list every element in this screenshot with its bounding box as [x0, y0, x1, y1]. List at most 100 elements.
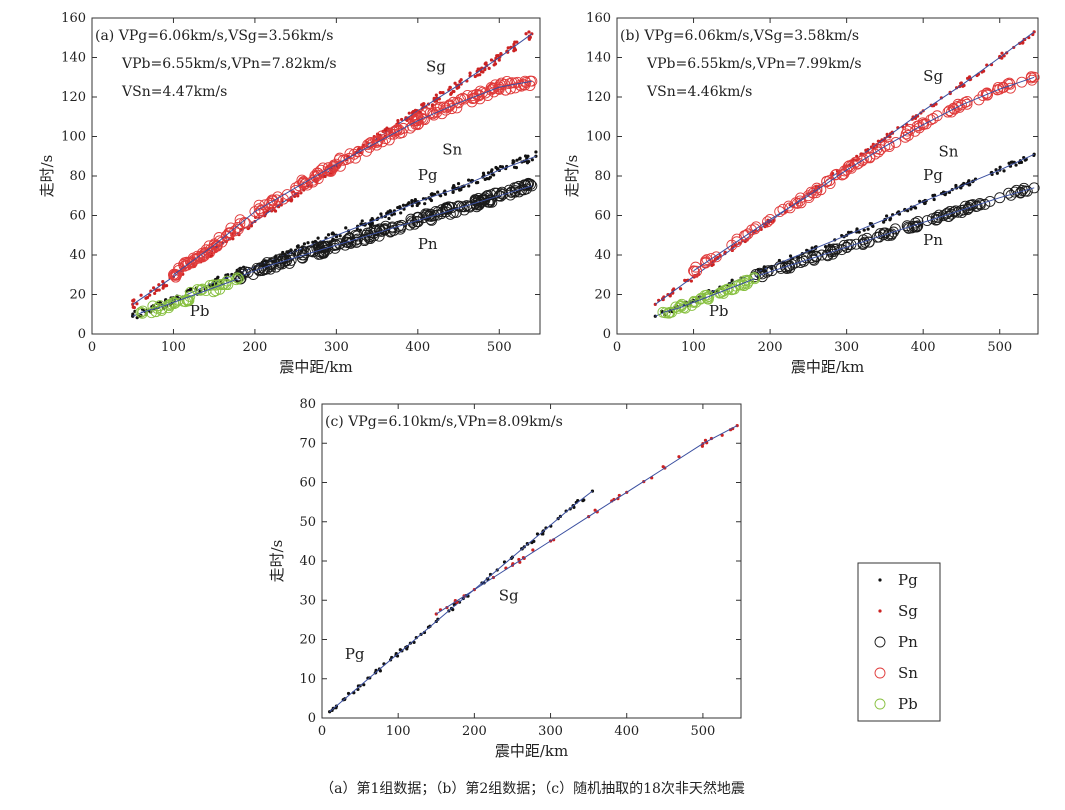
y-tick-label: 40 [299, 554, 316, 569]
scatter-point [411, 109, 416, 114]
scatter-point [700, 256, 712, 268]
scatter-point [690, 261, 702, 273]
scatter-point [196, 247, 208, 259]
scatter-point [448, 85, 452, 90]
point-pn [994, 192, 1006, 204]
scatter-point [295, 244, 300, 249]
scatter-point [379, 212, 383, 216]
scatter-point [334, 160, 346, 172]
scatter-point [866, 227, 870, 231]
scatter-point [328, 240, 340, 251]
series-pb [135, 272, 245, 319]
scatter-point [968, 183, 972, 187]
scatter-point [476, 67, 480, 71]
scatter-point [829, 169, 841, 181]
scatter-point [995, 171, 999, 175]
x-tick-label: 500 [487, 340, 512, 355]
scatter-point [189, 287, 193, 291]
scatter-point [352, 145, 364, 157]
y-tick-label: 20 [299, 633, 316, 648]
scatter-point [400, 117, 404, 122]
fit-line-pn [238, 185, 533, 278]
scatter-point [444, 208, 456, 220]
scatter-point [846, 230, 851, 235]
scatter-point [522, 177, 534, 189]
series-sn [688, 71, 1040, 277]
scatter-point [489, 187, 501, 199]
scatter-point [443, 192, 448, 196]
scatter-point [276, 258, 288, 270]
scatter-point [885, 229, 897, 241]
scatter-point [906, 209, 910, 213]
scatter-point [231, 272, 243, 284]
scatter-point [492, 83, 504, 95]
scatter-point [888, 135, 892, 139]
phase-label-pg: Pg [418, 166, 438, 184]
x-tick-label: 0 [613, 340, 621, 355]
scatter-point [932, 197, 936, 202]
scatter-point [451, 608, 455, 612]
series-pb [657, 272, 761, 319]
velocity-annotation: VSn=4.46km/s [646, 84, 752, 100]
scatter-point [918, 118, 930, 130]
scatter-point [850, 238, 862, 250]
scatter-point [862, 228, 866, 232]
legend-marker-sg [878, 609, 882, 613]
phase-label-pn: Pn [418, 235, 438, 253]
scatter-point [410, 198, 414, 203]
scatter-point [163, 302, 175, 314]
scatter-point [766, 265, 778, 277]
velocity-annotation: (a) VPg=6.06km/s,VSg=3.56km/s [95, 28, 333, 44]
scatter-point [423, 202, 427, 206]
scatter-point [913, 122, 925, 134]
scatter-point [361, 145, 373, 157]
scatter-point [497, 188, 509, 200]
point-pb [135, 306, 147, 318]
scatter-point [267, 194, 279, 206]
scatter-point [430, 103, 435, 107]
scatter-point [259, 199, 271, 211]
scatter-point [883, 139, 895, 151]
x-tick-label: 200 [758, 340, 783, 355]
scatter-point [293, 180, 305, 192]
series-sn [168, 75, 538, 283]
scatter-point [527, 36, 531, 40]
scatter-point [750, 221, 762, 233]
scatter-point [710, 251, 722, 263]
scatter-point [695, 292, 707, 304]
y-tick-label: 0 [78, 327, 86, 342]
scatter-point [432, 96, 436, 100]
scatter-point [474, 93, 486, 105]
scatter-point [863, 236, 875, 248]
scatter-point [506, 46, 510, 50]
scatter-point [512, 165, 517, 169]
scatter-point [456, 182, 461, 186]
fit-line-pg [132, 155, 537, 317]
scatter-point [396, 119, 400, 123]
x-tick-label: 400 [614, 724, 639, 739]
point-pb [749, 273, 761, 285]
scatter-point [1021, 40, 1025, 45]
scatter-point [352, 146, 364, 158]
y-tick-label: 120 [61, 90, 86, 105]
scatter-point [458, 204, 470, 216]
x-tick-label: 400 [911, 340, 936, 355]
scatter-point [208, 286, 219, 298]
scatter-point [994, 168, 998, 172]
scatter-point [531, 548, 535, 552]
x-tick-label: 100 [681, 340, 706, 355]
scatter-point [762, 216, 773, 228]
scatter-point [721, 283, 733, 295]
scatter-point [688, 295, 700, 307]
scatter-point [264, 197, 276, 209]
scatter-point [458, 79, 462, 84]
scatter-point [523, 154, 528, 158]
series-pg [328, 489, 595, 714]
scatter-point [313, 239, 318, 244]
y-tick-label: 160 [61, 11, 86, 26]
y-tick-label: 40 [594, 248, 611, 263]
scatter-point [1015, 186, 1027, 198]
scatter-point [306, 241, 310, 245]
scatter-point [253, 207, 265, 219]
scatter-point [525, 161, 530, 165]
